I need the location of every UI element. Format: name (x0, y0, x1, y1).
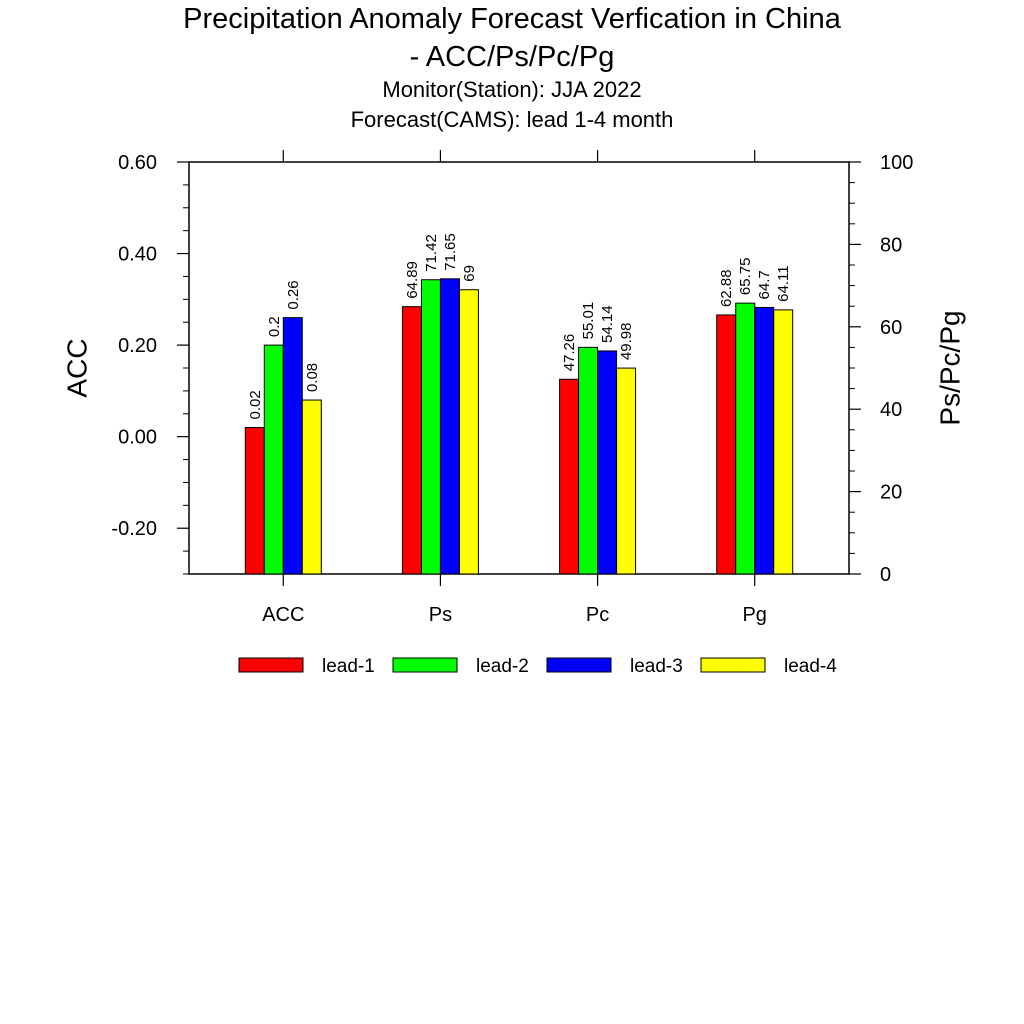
right-tick-label: 100 (880, 152, 913, 174)
left-tick-label: 0.20 (118, 335, 157, 357)
legend-swatch-lead-3 (546, 657, 612, 673)
left-tick-label: 0.40 (118, 244, 157, 266)
data-label: 71.65 (442, 233, 459, 271)
bar-lead-3-Ps (439, 278, 460, 575)
bar-lead-4-Ps (458, 289, 479, 575)
right-tick-label: 60 (880, 317, 902, 339)
right-tick-label: 40 (880, 399, 902, 421)
data-label: 55.01 (580, 302, 597, 340)
data-label: 64.89 (404, 261, 421, 299)
legend-label-lead-2: lead-2 (476, 656, 529, 677)
right-tick-label: 80 (880, 234, 902, 256)
right-axis-title: Ps/Pc/Pg (934, 310, 965, 425)
left-axis-title: ACC (61, 338, 92, 397)
bar-lead-3-Pc (597, 350, 618, 575)
data-label: 64.7 (756, 270, 773, 299)
left-tick-label: 0.60 (118, 152, 157, 174)
legend-swatch-lead-4 (700, 657, 766, 673)
category-label: Ps (429, 604, 452, 626)
legend-label-lead-3: lead-3 (630, 656, 683, 677)
data-label: 54.14 (599, 305, 616, 343)
left-tick-label: 0.00 (118, 427, 157, 449)
legend-label-lead-1: lead-1 (322, 656, 375, 677)
legend-swatch-lead-2 (392, 657, 458, 673)
data-label: 0.08 (304, 363, 321, 392)
bar-lead-4-Pc (616, 367, 637, 575)
category-label: Pg (742, 604, 766, 626)
bar-lead-2-Pc (578, 346, 599, 575)
right-tick-label: 20 (880, 482, 902, 504)
data-label: 69 (461, 265, 478, 282)
chart-title-line2: - ACC/Ps/Pc/Pg (409, 41, 615, 73)
bar-lead-1-Pc (559, 378, 580, 575)
data-label: 0.26 (285, 280, 302, 309)
data-label: 64.11 (775, 265, 792, 301)
data-label: 0.2 (266, 316, 283, 337)
bar-lead-1-Ps (401, 306, 422, 575)
data-label: 62.88 (718, 269, 735, 307)
bar-lead-4-Pg (773, 309, 794, 575)
legend-label-lead-4: lead-4 (784, 656, 837, 677)
data-label: 65.75 (737, 258, 754, 296)
category-label: Pc (586, 604, 609, 626)
chart-title: Precipitation Anomaly Forecast Verficati… (183, 3, 841, 35)
right-tick-label: 0 (880, 564, 891, 586)
bar-lead-2-Pg (735, 302, 756, 575)
data-label: 49.98 (618, 323, 635, 361)
category-label: ACC (262, 604, 304, 626)
bar-lead-4-ACC (301, 399, 322, 575)
bar-lead-1-Pg (716, 314, 737, 575)
legend-swatch-lead-1 (238, 657, 304, 673)
data-label: 0.02 (247, 390, 264, 419)
bar-lead-1-ACC (244, 427, 265, 575)
bar-lead-3-Pg (754, 306, 775, 575)
bar-lead-3-ACC (282, 317, 303, 575)
chart-subtitle-monitor: Monitor(Station): JJA 2022 (382, 77, 642, 102)
data-label: 47.26 (561, 334, 578, 372)
chart-subtitle-forecast: Forecast(CAMS): lead 1-4 month (350, 107, 674, 132)
bar-lead-2-Ps (420, 279, 441, 575)
bar-lead-2-ACC (263, 344, 284, 575)
data-label: 71.42 (423, 234, 440, 272)
left-tick-label: -0.20 (111, 518, 157, 540)
